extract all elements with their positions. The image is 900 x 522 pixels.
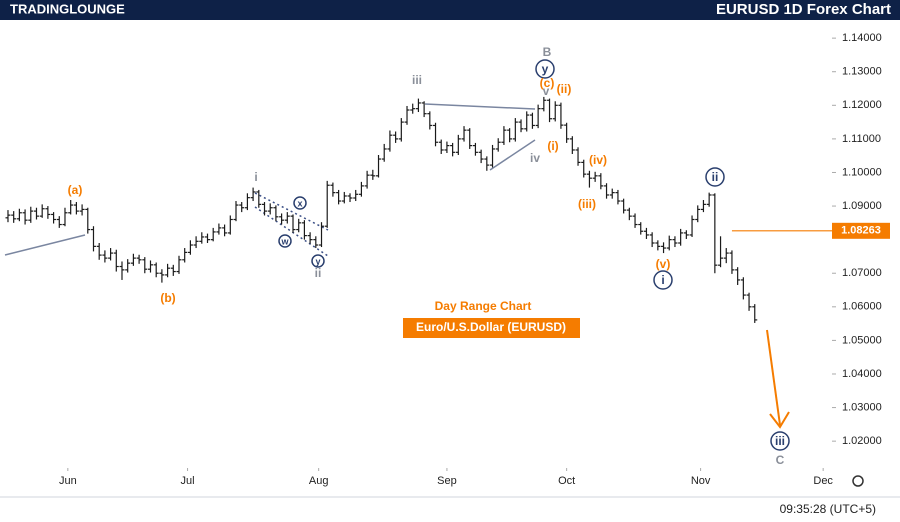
- y-tick-label: 1.02000: [842, 435, 882, 447]
- wave-label: v: [543, 84, 550, 98]
- wave-circle: [278, 234, 292, 248]
- wave-label: iv: [530, 151, 540, 165]
- wave-label: B: [543, 45, 552, 59]
- wave-circle: [653, 270, 673, 290]
- wave-circle: [535, 59, 555, 79]
- wave-label: i: [254, 170, 257, 184]
- y-tick-label: 1.07000: [842, 267, 882, 279]
- y-tick-label: 1.09000: [842, 200, 882, 212]
- wave-label: (c): [540, 76, 555, 90]
- trend-line: [4, 234, 86, 256]
- x-tick-label: Jun: [59, 475, 77, 487]
- channel-line: [254, 192, 329, 231]
- wave-label: (ii): [557, 82, 572, 96]
- y-tick-label: 1.12000: [842, 99, 882, 111]
- wave-circle: [705, 167, 725, 187]
- y-tick-label: 1.06000: [842, 301, 882, 313]
- wave-label: (iv): [589, 153, 607, 167]
- wave-label: ii: [315, 266, 322, 280]
- x-tick-label: Oct: [558, 475, 575, 487]
- y-tick-label: 1.14000: [842, 32, 882, 44]
- wave-label: iii: [775, 434, 785, 448]
- x-tick-label: Jul: [181, 475, 195, 487]
- wave-label: ii: [712, 170, 719, 184]
- x-tick-label: Dec: [813, 475, 833, 487]
- wave-label: C: [776, 453, 785, 467]
- wave-circle: [293, 196, 307, 210]
- y-tick-label: 1.04000: [842, 368, 882, 380]
- wave-label: (a): [68, 183, 83, 197]
- wave-label: (b): [160, 291, 175, 305]
- settings-icon[interactable]: [852, 475, 864, 487]
- y-tick-label: 1.03000: [842, 401, 882, 413]
- y-tick-label: 1.13000: [842, 66, 882, 78]
- price-label-box: [832, 222, 890, 239]
- chart-subtitle: Day Range Chart: [435, 299, 532, 313]
- x-tick-label: Nov: [691, 475, 711, 487]
- header-band: [0, 0, 900, 20]
- x-tick-label: Sep: [437, 475, 457, 487]
- wave-label: x: [297, 198, 302, 208]
- symbol-box: [403, 318, 580, 338]
- chart-title: EURUSD 1D Forex Chart: [716, 1, 891, 18]
- price-label: 1.08263: [841, 225, 881, 237]
- trend-line: [424, 103, 536, 110]
- x-tick-label: Aug: [309, 475, 329, 487]
- logo: TRADINGLOUNGE: [10, 1, 125, 16]
- clock: 09:35:28 (UTC+5): [780, 502, 876, 516]
- trend-line: [489, 139, 536, 171]
- symbol-label: Euro/U.S.Dollar (EURUSD): [416, 320, 566, 334]
- arrow-head: [769, 411, 790, 429]
- y-tick-label: 1.10000: [842, 166, 882, 178]
- projection-arrow: [766, 329, 781, 426]
- y-tick-label: 1.05000: [842, 334, 882, 346]
- wave-circle: [770, 431, 790, 451]
- wave-label: y: [315, 256, 320, 266]
- wave-label: (v): [656, 257, 671, 271]
- wave-label: y: [542, 62, 549, 76]
- wave-label: iii: [412, 73, 422, 87]
- y-tick-label: 1.11000: [842, 133, 881, 145]
- wave-label: w: [280, 236, 289, 246]
- wave-circle: [311, 254, 325, 268]
- wave-label: (i): [547, 139, 558, 153]
- wave-label: i: [661, 273, 664, 287]
- wave-label: (iii): [578, 197, 596, 211]
